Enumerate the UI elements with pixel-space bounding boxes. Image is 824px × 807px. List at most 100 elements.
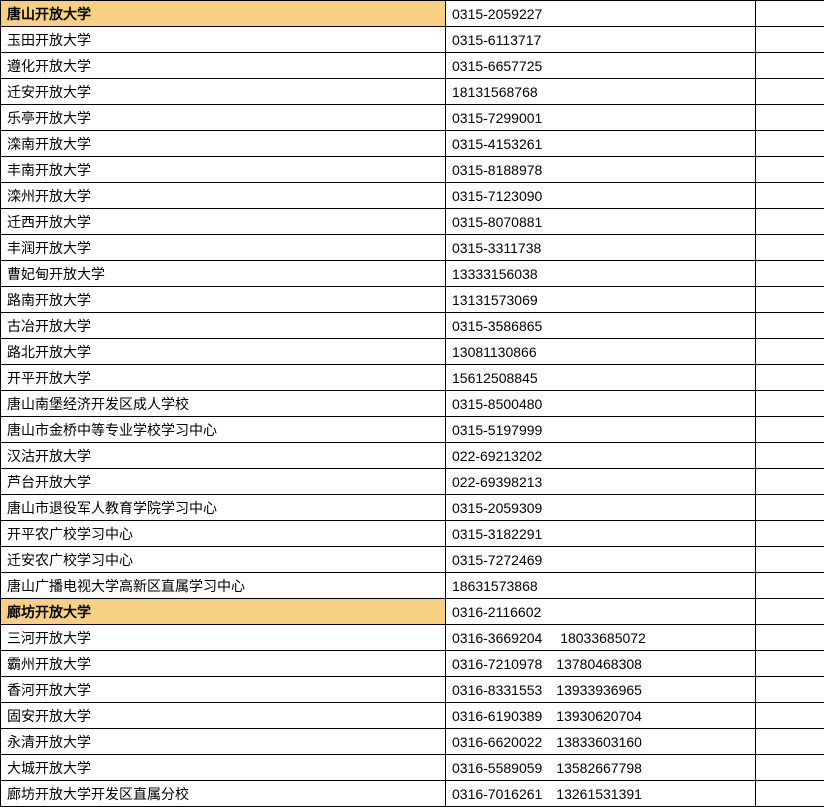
table-row: 乐亭开放大学0315-7299001: [1, 105, 824, 131]
table-row: 唐山市金桥中等专业学校学习中心0315-5197999: [1, 417, 824, 443]
cell-phone: 0316-7210978 13780468308: [446, 651, 756, 677]
cell-phone: 0315-2059227: [446, 1, 756, 27]
cell-phone: 0315-7123090: [446, 183, 756, 209]
cell-extra: [756, 599, 824, 625]
cell-name: 唐山广播电视大学高新区直属学习中心: [1, 573, 446, 599]
university-table: 唐山开放大学0315-2059227玉田开放大学0315-6113717遵化开放…: [0, 0, 824, 807]
cell-phone: 13081130866: [446, 339, 756, 365]
cell-extra: [756, 209, 824, 235]
table-row: 唐山南堡经济开发区成人学校0315-8500480: [1, 391, 824, 417]
table-row: 古冶开放大学0315-3586865: [1, 313, 824, 339]
cell-phone: 0315-6113717: [446, 27, 756, 53]
cell-name: 遵化开放大学: [1, 53, 446, 79]
table-row: 固安开放大学0316-6190389 13930620704: [1, 703, 824, 729]
cell-phone: 0315-3182291: [446, 521, 756, 547]
table-row: 滦南开放大学0315-4153261: [1, 131, 824, 157]
cell-extra: [756, 703, 824, 729]
cell-name: 滦南开放大学: [1, 131, 446, 157]
cell-extra: [756, 729, 824, 755]
cell-extra: [756, 547, 824, 573]
table-row: 路北开放大学13081130866: [1, 339, 824, 365]
cell-extra: [756, 131, 824, 157]
cell-name: 玉田开放大学: [1, 27, 446, 53]
cell-name: 迁安开放大学: [1, 79, 446, 105]
cell-extra: [756, 1, 824, 27]
cell-extra: [756, 105, 824, 131]
cell-name: 唐山开放大学: [1, 1, 446, 27]
cell-extra: [756, 235, 824, 261]
cell-phone: 0316-6190389 13930620704: [446, 703, 756, 729]
cell-extra: [756, 573, 824, 599]
table-row: 唐山广播电视大学高新区直属学习中心18631573868: [1, 573, 824, 599]
table-row: 曹妃甸开放大学13333156038: [1, 261, 824, 287]
cell-extra: [756, 495, 824, 521]
cell-name: 滦州开放大学: [1, 183, 446, 209]
cell-phone: 0315-7272469: [446, 547, 756, 573]
cell-extra: [756, 469, 824, 495]
cell-phone: 0315-8070881: [446, 209, 756, 235]
table-row: 三河开放大学0316-3669204 18033685072: [1, 625, 824, 651]
cell-extra: [756, 27, 824, 53]
cell-extra: [756, 183, 824, 209]
cell-phone: 0316-6620022 13833603160: [446, 729, 756, 755]
cell-extra: [756, 287, 824, 313]
table-row: 廊坊开放大学开发区直属分校0316-7016261 13261531391: [1, 781, 824, 807]
cell-extra: [756, 391, 824, 417]
table-row: 汉沽开放大学022-69213202: [1, 443, 824, 469]
table-row: 香河开放大学0316-8331553 13933936965: [1, 677, 824, 703]
cell-phone: 0315-2059309: [446, 495, 756, 521]
cell-extra: [756, 417, 824, 443]
table-row: 丰润开放大学0315-3311738: [1, 235, 824, 261]
cell-name: 芦台开放大学: [1, 469, 446, 495]
cell-phone: 0315-4153261: [446, 131, 756, 157]
table-row: 霸州开放大学0316-7210978 13780468308: [1, 651, 824, 677]
cell-name: 乐亭开放大学: [1, 105, 446, 131]
cell-name: 丰润开放大学: [1, 235, 446, 261]
table-row: 遵化开放大学0315-6657725: [1, 53, 824, 79]
table-row: 唐山市退役军人教育学院学习中心0315-2059309: [1, 495, 824, 521]
cell-name: 唐山市金桥中等专业学校学习中心: [1, 417, 446, 443]
cell-phone: 022-69213202: [446, 443, 756, 469]
cell-phone: 0316-2116602: [446, 599, 756, 625]
cell-phone: 15612508845: [446, 365, 756, 391]
cell-name: 三河开放大学: [1, 625, 446, 651]
cell-phone: 0315-8188978: [446, 157, 756, 183]
table-row: 迁安开放大学18131568768: [1, 79, 824, 105]
cell-name: 永清开放大学: [1, 729, 446, 755]
cell-name: 廊坊开放大学开发区直属分校: [1, 781, 446, 807]
cell-extra: [756, 781, 824, 807]
cell-phone: 18131568768: [446, 79, 756, 105]
cell-phone: 13131573069: [446, 287, 756, 313]
cell-name: 唐山南堡经济开发区成人学校: [1, 391, 446, 417]
cell-phone: 0315-8500480: [446, 391, 756, 417]
cell-name: 大城开放大学: [1, 755, 446, 781]
cell-extra: [756, 625, 824, 651]
cell-phone: 0315-5197999: [446, 417, 756, 443]
table-body: 唐山开放大学0315-2059227玉田开放大学0315-6113717遵化开放…: [1, 1, 824, 807]
cell-extra: [756, 443, 824, 469]
cell-name: 香河开放大学: [1, 677, 446, 703]
table-row: 开平开放大学15612508845: [1, 365, 824, 391]
cell-name: 廊坊开放大学: [1, 599, 446, 625]
cell-name: 迁西开放大学: [1, 209, 446, 235]
cell-name: 固安开放大学: [1, 703, 446, 729]
cell-phone: 0316-7016261 13261531391: [446, 781, 756, 807]
cell-extra: [756, 79, 824, 105]
cell-name: 霸州开放大学: [1, 651, 446, 677]
table-row: 永清开放大学0316-6620022 13833603160: [1, 729, 824, 755]
cell-name: 古冶开放大学: [1, 313, 446, 339]
cell-phone: 0316-8331553 13933936965: [446, 677, 756, 703]
cell-phone: 022-69398213: [446, 469, 756, 495]
cell-phone: 0315-7299001: [446, 105, 756, 131]
table-row: 玉田开放大学0315-6113717: [1, 27, 824, 53]
table-row: 滦州开放大学0315-7123090: [1, 183, 824, 209]
cell-name: 汉沽开放大学: [1, 443, 446, 469]
cell-name: 迁安农广校学习中心: [1, 547, 446, 573]
cell-extra: [756, 339, 824, 365]
table-row: 唐山开放大学0315-2059227: [1, 1, 824, 27]
cell-extra: [756, 53, 824, 79]
cell-extra: [756, 365, 824, 391]
table-row: 路南开放大学13131573069: [1, 287, 824, 313]
cell-name: 开平农广校学习中心: [1, 521, 446, 547]
table-row: 廊坊开放大学0316-2116602: [1, 599, 824, 625]
